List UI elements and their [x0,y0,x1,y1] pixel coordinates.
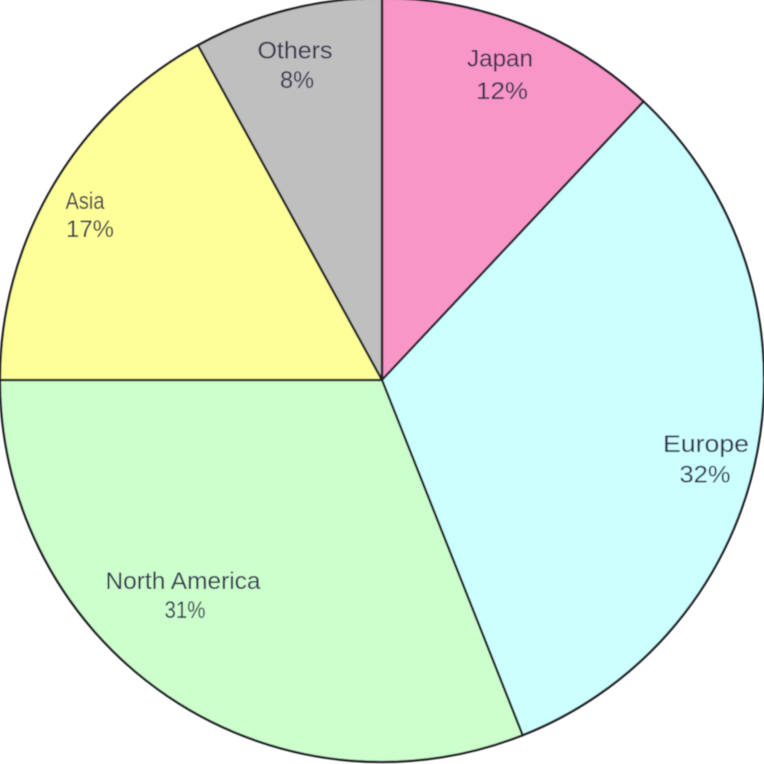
svg-text:Others: Others [258,38,333,65]
svg-text:Asia: Asia [66,188,106,215]
svg-text:31%: 31% [165,597,206,624]
svg-text:North America: North America [106,568,262,595]
svg-text:Europe: Europe [663,431,749,458]
svg-text:32%: 32% [680,462,731,489]
svg-text:8%: 8% [280,67,314,94]
svg-text:Japan: Japan [467,46,533,73]
svg-text:12%: 12% [476,78,528,105]
svg-text:17%: 17% [66,216,114,243]
